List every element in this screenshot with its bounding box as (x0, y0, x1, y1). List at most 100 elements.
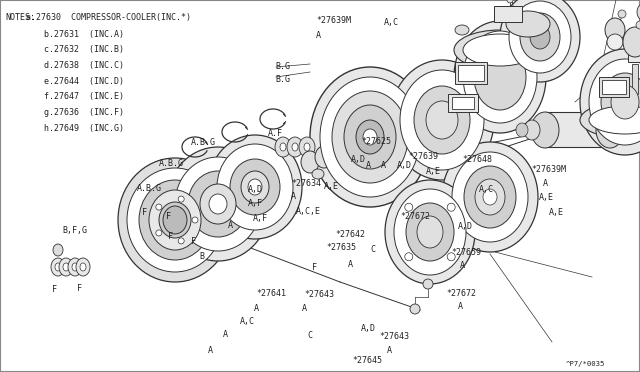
Ellipse shape (414, 86, 470, 154)
Ellipse shape (301, 151, 319, 173)
Text: *27643: *27643 (379, 332, 409, 341)
Text: A: A (228, 221, 233, 230)
Ellipse shape (156, 204, 162, 210)
Ellipse shape (605, 18, 625, 42)
Ellipse shape (149, 190, 201, 250)
Ellipse shape (589, 106, 640, 134)
Ellipse shape (200, 184, 236, 224)
Ellipse shape (589, 59, 640, 145)
Ellipse shape (618, 10, 626, 18)
Text: A: A (316, 31, 321, 40)
Text: B.G: B.G (275, 76, 290, 84)
Ellipse shape (394, 189, 466, 275)
Text: *27625: *27625 (362, 137, 392, 146)
Ellipse shape (175, 157, 261, 251)
Text: *27639M: *27639M (317, 16, 352, 25)
Ellipse shape (464, 166, 516, 228)
Ellipse shape (208, 135, 302, 239)
Ellipse shape (447, 203, 455, 211)
Ellipse shape (280, 143, 286, 151)
Bar (602, 80, 626, 94)
Ellipse shape (601, 73, 640, 131)
Text: A,C,E: A,C,E (296, 207, 321, 216)
Ellipse shape (474, 44, 526, 110)
Text: A,D: A,D (397, 161, 412, 170)
Text: *27645: *27645 (352, 356, 382, 365)
Ellipse shape (423, 279, 433, 289)
Bar (455, 62, 487, 84)
Ellipse shape (507, 0, 513, 3)
Text: A,C: A,C (479, 185, 493, 194)
Ellipse shape (356, 120, 384, 154)
Ellipse shape (363, 129, 377, 145)
Ellipse shape (400, 70, 484, 170)
Ellipse shape (178, 238, 184, 244)
Text: A,D: A,D (361, 324, 376, 333)
Ellipse shape (611, 85, 639, 119)
Ellipse shape (139, 180, 211, 260)
Text: A: A (207, 346, 212, 355)
Ellipse shape (520, 13, 560, 61)
Ellipse shape (417, 216, 443, 248)
Ellipse shape (59, 258, 73, 276)
Bar (628, 42, 640, 62)
Bar (458, 65, 484, 81)
Text: h.27649  (INC.G): h.27649 (INC.G) (44, 124, 124, 132)
Text: A.F: A.F (268, 129, 282, 138)
Ellipse shape (118, 158, 232, 282)
Ellipse shape (390, 60, 494, 180)
Ellipse shape (530, 25, 550, 49)
Text: A: A (460, 262, 465, 270)
Text: F: F (312, 263, 317, 272)
Ellipse shape (447, 253, 455, 261)
Ellipse shape (163, 206, 187, 234)
Text: A: A (543, 179, 548, 187)
Text: *27635: *27635 (326, 243, 356, 251)
Ellipse shape (500, 0, 580, 82)
Ellipse shape (167, 211, 183, 229)
Ellipse shape (475, 179, 505, 215)
Ellipse shape (505, 6, 519, 16)
Ellipse shape (166, 147, 270, 261)
Ellipse shape (344, 105, 396, 169)
Text: *27639M: *27639M (531, 165, 566, 174)
Ellipse shape (299, 137, 315, 157)
Ellipse shape (623, 27, 640, 57)
Text: A.B.G: A.B.G (191, 138, 216, 147)
Ellipse shape (426, 101, 458, 139)
Ellipse shape (455, 25, 469, 35)
Ellipse shape (580, 49, 640, 155)
Ellipse shape (159, 202, 191, 238)
Text: A: A (366, 161, 371, 170)
Ellipse shape (607, 34, 623, 50)
Text: A,D: A,D (248, 185, 263, 194)
Ellipse shape (404, 203, 413, 211)
Ellipse shape (506, 11, 550, 37)
Ellipse shape (404, 253, 413, 261)
Text: b.27631  (INC.A): b.27631 (INC.A) (44, 30, 124, 39)
Text: d.27638  (INC.C): d.27638 (INC.C) (44, 61, 124, 70)
Ellipse shape (241, 171, 269, 203)
Ellipse shape (156, 230, 162, 236)
Ellipse shape (463, 31, 537, 123)
Text: A.B.G: A.B.G (137, 184, 162, 193)
Ellipse shape (454, 21, 546, 133)
Text: B,F,G: B,F,G (63, 226, 88, 235)
Text: *27648: *27648 (462, 155, 492, 164)
Bar (545, 112, 610, 147)
Text: *27643: *27643 (305, 290, 335, 299)
Ellipse shape (76, 258, 90, 276)
Ellipse shape (304, 143, 310, 151)
Ellipse shape (192, 217, 198, 223)
Ellipse shape (463, 34, 537, 66)
Ellipse shape (410, 304, 420, 314)
Text: B: B (200, 252, 205, 261)
Text: F: F (168, 232, 173, 241)
Text: A,E: A,E (539, 193, 554, 202)
Text: A: A (387, 346, 392, 355)
Ellipse shape (406, 203, 454, 261)
Ellipse shape (636, 21, 640, 29)
Text: C: C (307, 331, 312, 340)
Ellipse shape (580, 102, 640, 138)
Ellipse shape (516, 123, 528, 137)
